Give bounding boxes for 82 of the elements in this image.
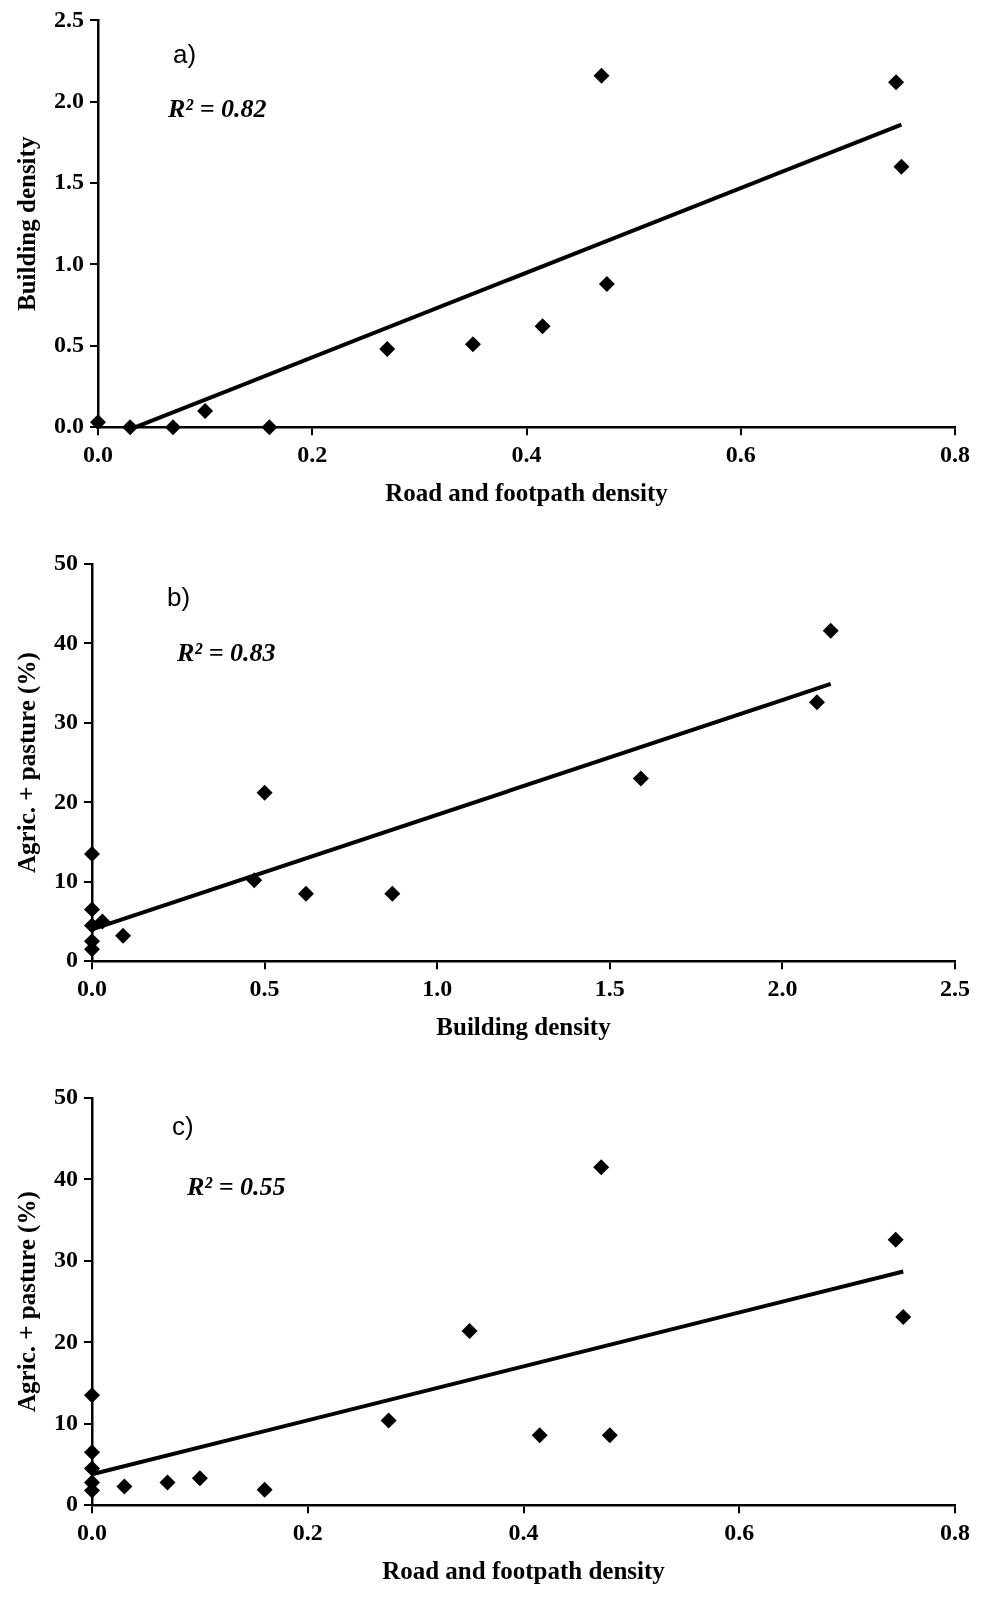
point <box>84 901 100 918</box>
annotation: a) <box>173 38 197 69</box>
y-tick-label: 10 <box>54 1408 78 1435</box>
point <box>384 885 401 902</box>
x-tick-label: 0.6 <box>724 1518 755 1545</box>
point <box>380 1412 397 1429</box>
x-tick-label: 2.5 <box>940 974 970 1001</box>
x-tick-label: 0.2 <box>297 440 328 467</box>
y-tick-label: 0.0 <box>54 412 84 439</box>
point <box>822 622 839 639</box>
point <box>598 276 615 293</box>
point <box>461 1322 478 1339</box>
x-axis-title: Road and footpath density <box>385 479 669 507</box>
point <box>464 336 481 353</box>
point <box>246 872 263 889</box>
point <box>888 74 905 91</box>
point <box>122 419 139 436</box>
x-tick-label: 2.0 <box>767 974 798 1001</box>
point <box>256 1481 273 1498</box>
x-tick-label: 0.4 <box>508 1518 539 1545</box>
annotation: b) <box>167 582 191 613</box>
point <box>531 1427 548 1444</box>
x-tick-label: 0.8 <box>940 1518 970 1545</box>
y-tick-label: 30 <box>54 708 78 735</box>
x-tick-label: 0.4 <box>511 440 542 467</box>
annotation: R² = 0.82 <box>167 94 267 124</box>
point <box>593 1159 610 1176</box>
point <box>261 419 278 436</box>
point <box>887 1231 904 1248</box>
annotation: c) <box>172 1111 194 1142</box>
x-tick-label: 1.5 <box>594 974 625 1001</box>
y-tick-label: 2.5 <box>54 5 84 32</box>
point <box>593 67 610 84</box>
x-tick-label: 0.5 <box>249 974 280 1001</box>
point <box>808 694 825 711</box>
point <box>84 917 100 934</box>
point <box>256 784 273 801</box>
y-axis-title: Agric. + pasture (%) <box>13 652 42 873</box>
y-tick-label: 40 <box>54 1164 78 1191</box>
point <box>84 1460 100 1477</box>
point <box>893 158 910 175</box>
y-tick-label: 50 <box>54 1083 78 1110</box>
point <box>90 414 106 431</box>
x-tick-label: 1.0 <box>422 974 453 1001</box>
point <box>159 1474 176 1491</box>
point <box>632 770 649 787</box>
point <box>115 927 132 944</box>
point <box>116 1478 133 1495</box>
y-tick-label: 50 <box>54 549 78 576</box>
point <box>298 885 315 902</box>
point <box>94 913 111 930</box>
x-tick-label: 0.6 <box>725 440 756 467</box>
y-tick-label: 0 <box>66 1490 78 1517</box>
y-tick-label: 1.0 <box>54 249 84 276</box>
y-tick-label: 0 <box>66 946 78 973</box>
y-axis-title: Agric. + pasture (%) <box>13 1191 42 1412</box>
point <box>379 341 396 358</box>
annotation: R² = 0.83 <box>176 637 276 667</box>
y-tick-label: 1.5 <box>54 168 84 195</box>
y-tick-label: 30 <box>54 1246 78 1273</box>
y-axis-title: Building density <box>13 136 41 311</box>
x-tick-label: 0.0 <box>83 440 113 467</box>
x-axis-title: Road and footpath density <box>382 1557 666 1585</box>
y-tick-label: 20 <box>54 787 78 814</box>
y-tick-label: 10 <box>54 866 78 893</box>
x-tick-label: 0.2 <box>292 1518 323 1545</box>
point <box>601 1427 618 1444</box>
x-tick-label: 0.8 <box>940 440 970 467</box>
y-tick-label: 2.0 <box>54 86 84 113</box>
point <box>197 402 214 419</box>
point <box>191 1470 208 1487</box>
y-tick-label: 20 <box>54 1327 78 1354</box>
point <box>164 419 181 436</box>
point <box>84 1387 100 1404</box>
x-axis-title: Building density <box>436 1013 612 1041</box>
point <box>534 318 551 335</box>
y-tick-label: 40 <box>54 628 78 655</box>
annotation: R² = 0.55 <box>186 1171 286 1201</box>
point <box>84 845 100 862</box>
point <box>895 1309 912 1326</box>
point <box>84 1444 100 1461</box>
y-tick-label: 0.5 <box>54 331 84 358</box>
